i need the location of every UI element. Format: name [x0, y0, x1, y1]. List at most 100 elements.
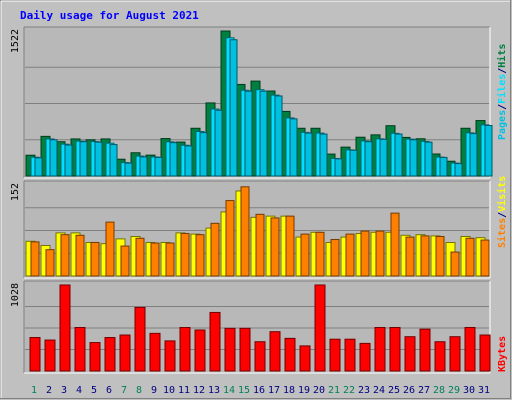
- bar-kbytes-day-29: [449, 336, 461, 372]
- bar-sites-day-11: [180, 232, 190, 277]
- bar-sites-day-16: [255, 213, 265, 277]
- bar-pages-day-4: [79, 141, 88, 177]
- bar-pages-day-3: [64, 144, 73, 177]
- bar-kbytes-day-30: [464, 326, 476, 372]
- x-tick-label-day-26: 26: [403, 385, 415, 396]
- bar-sites-day-6: [105, 221, 115, 277]
- bar-sites-day-1: [30, 241, 40, 277]
- x-tick-label-day-28: 28: [433, 385, 445, 396]
- bar-kbytes-day-22: [344, 338, 356, 372]
- bar-kbytes-day-23: [359, 342, 371, 372]
- bar-sites-day-22: [345, 233, 355, 277]
- bar-pages-day-30: [469, 133, 478, 177]
- bar-pages-day-14: [229, 39, 238, 177]
- bar-pages-day-1: [34, 157, 43, 177]
- bar-kbytes-day-10: [164, 340, 176, 372]
- bar-pages-day-28: [439, 156, 448, 177]
- bar-kbytes-day-1: [29, 337, 41, 372]
- bar-sites-day-29: [450, 251, 460, 277]
- y-max-label: 152: [10, 183, 21, 201]
- x-tick-label-day-16: 16: [253, 385, 265, 396]
- x-tick-label-day-7: 7: [121, 385, 127, 396]
- x-tick-label-day-5: 5: [91, 385, 97, 396]
- x-tick-label-day-22: 22: [343, 385, 355, 396]
- bar-sites-day-19: [300, 233, 310, 277]
- x-tick-label-day-3: 3: [61, 385, 67, 396]
- bar-pages-day-15: [244, 90, 253, 177]
- x-tick-label-day-9: 9: [151, 385, 157, 396]
- bar-sites-day-23: [360, 230, 370, 277]
- bar-sites-day-4: [75, 234, 85, 277]
- x-tick-label-day-17: 17: [268, 385, 280, 396]
- y-max-label: 1522: [10, 29, 21, 53]
- bar-sites-day-28: [435, 235, 445, 277]
- bar-pages-day-5: [94, 141, 103, 177]
- panel-2: 152: [10, 180, 491, 279]
- bar-sites-day-8: [135, 237, 145, 277]
- bar-sites-day-17: [270, 217, 280, 277]
- bar-kbytes-day-14: [224, 327, 236, 372]
- bar-kbytes-day-26: [404, 336, 416, 372]
- panel-3: 1028: [10, 280, 491, 374]
- x-tick-label-day-10: 10: [163, 385, 175, 396]
- bar-pages-day-24: [379, 138, 388, 177]
- chart-title: Daily usage for August 2021: [20, 9, 199, 22]
- bar-kbytes-day-28: [434, 341, 446, 372]
- x-tick-label-day-29: 29: [448, 385, 460, 396]
- bar-pages-day-13: [214, 109, 223, 177]
- bar-kbytes-day-16: [254, 341, 266, 372]
- x-tick-label-day-20: 20: [313, 385, 325, 396]
- x-tick-label-day-6: 6: [106, 385, 112, 396]
- x-tick-label-day-4: 4: [76, 385, 82, 396]
- bar-kbytes-day-5: [89, 342, 101, 372]
- x-tick-label-day-1: 1: [31, 385, 37, 396]
- x-tick-label-day-30: 30: [463, 385, 475, 396]
- bar-kbytes-day-15: [239, 327, 251, 372]
- x-tick-label-day-2: 2: [46, 385, 52, 396]
- x-tick-label-day-25: 25: [388, 385, 400, 396]
- bar-pages-day-22: [349, 149, 358, 177]
- bar-pages-day-6: [109, 144, 118, 177]
- bar-kbytes-day-4: [74, 326, 86, 372]
- bar-kbytes-day-17: [269, 331, 281, 372]
- bar-sites-day-2: [45, 249, 55, 277]
- bar-pages-day-2: [49, 139, 58, 177]
- x-tick-label-day-19: 19: [298, 385, 310, 396]
- bar-pages-day-26: [409, 139, 418, 177]
- bar-sites-day-18: [285, 215, 295, 277]
- bar-kbytes-day-18: [284, 337, 296, 372]
- bar-kbytes-day-7: [119, 334, 131, 372]
- bar-kbytes-day-3: [59, 284, 71, 372]
- x-tick-label-day-13: 13: [208, 385, 220, 396]
- bar-kbytes-day-24: [374, 326, 386, 372]
- bar-sites-day-10: [165, 242, 175, 277]
- x-tick-label-day-21: 21: [328, 385, 340, 396]
- bar-sites-day-15: [240, 186, 250, 277]
- bar-sites-day-14: [225, 200, 235, 277]
- bar-pages-day-7: [124, 162, 133, 177]
- bar-pages-day-12: [199, 132, 208, 177]
- x-tick-label-day-24: 24: [373, 385, 385, 396]
- bar-sites-day-21: [330, 238, 340, 277]
- bar-pages-day-31: [484, 125, 493, 177]
- x-tick-label-day-8: 8: [136, 385, 142, 396]
- bar-pages-day-10: [169, 142, 178, 177]
- x-tick-label-day-31: 31: [478, 385, 490, 396]
- x-tick-label-day-18: 18: [283, 385, 295, 396]
- bar-pages-day-16: [259, 90, 268, 177]
- bar-sites-day-7: [120, 245, 130, 277]
- bar-kbytes-day-20: [314, 284, 326, 372]
- bar-pages-day-20: [319, 133, 328, 177]
- bar-kbytes-day-11: [179, 326, 191, 372]
- bar-sites-day-27: [420, 235, 430, 277]
- bar-pages-day-9: [154, 156, 163, 177]
- bar-sites-day-12: [195, 234, 205, 277]
- bar-kbytes-day-2: [44, 339, 56, 372]
- bar-sites-day-13: [210, 222, 220, 277]
- bar-sites-day-5: [90, 241, 100, 277]
- bar-kbytes-day-12: [194, 329, 206, 372]
- bar-kbytes-day-19: [299, 345, 311, 372]
- bar-kbytes-day-27: [419, 328, 431, 372]
- x-tick-label-day-15: 15: [238, 385, 250, 396]
